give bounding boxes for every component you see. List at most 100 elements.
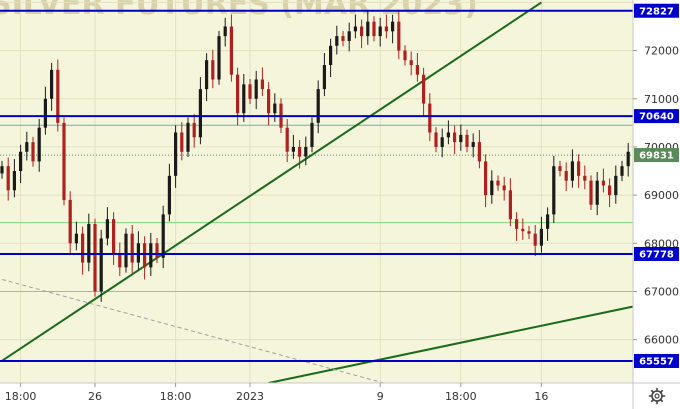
candle-body xyxy=(99,238,103,292)
candle-body xyxy=(192,122,196,138)
candle-body xyxy=(521,228,525,232)
level-label: 72827 xyxy=(639,6,674,17)
candle-body xyxy=(93,224,97,292)
candle-body xyxy=(248,84,252,99)
candle-body xyxy=(174,132,178,176)
candle-body xyxy=(242,84,246,114)
candle-body xyxy=(62,122,66,200)
candle-body xyxy=(477,142,481,162)
level-lines xyxy=(0,9,633,362)
candle-body xyxy=(608,185,612,196)
dashed-trendline xyxy=(1,278,393,386)
candle-body xyxy=(37,127,41,162)
candle-body xyxy=(43,98,47,128)
y-tick-label: 66000 xyxy=(644,334,679,347)
candle-body xyxy=(304,146,308,157)
trendline xyxy=(1,1,542,362)
level-label-bg xyxy=(634,353,679,368)
level-label: 70640 xyxy=(639,112,674,123)
candle-body xyxy=(403,50,407,61)
level-label-bg xyxy=(634,109,679,124)
candle-body xyxy=(341,36,345,41)
candle-body xyxy=(12,171,16,191)
candle-body xyxy=(74,233,78,244)
candle-body xyxy=(211,60,215,80)
candle-body xyxy=(124,233,128,268)
y-tick-label: 67000 xyxy=(644,285,679,298)
candle-body xyxy=(372,21,376,37)
level-labels: 72827 70640 67778 65557 69831 xyxy=(634,3,679,368)
candle-body xyxy=(378,26,382,37)
candle-body xyxy=(502,185,506,191)
candle-body xyxy=(508,190,512,220)
candle-body xyxy=(155,243,159,258)
level-label: 65557 xyxy=(639,357,674,368)
candle-body xyxy=(552,166,556,215)
candle-body xyxy=(31,142,35,162)
candle-body xyxy=(428,103,432,133)
candle-body xyxy=(223,26,227,37)
candle-body xyxy=(87,224,91,263)
level-label-bg xyxy=(634,3,679,18)
x-tick-label: 16 xyxy=(534,390,548,403)
candle-body xyxy=(0,166,4,174)
candle-body xyxy=(533,233,537,246)
x-tick-label: 18:00 xyxy=(5,390,37,403)
candle-body xyxy=(260,79,264,90)
candle-body xyxy=(446,132,450,138)
plot-area xyxy=(0,0,633,383)
candle-body xyxy=(229,26,233,75)
candle-body xyxy=(360,26,364,37)
candle-body xyxy=(391,21,395,32)
candle-body xyxy=(316,89,320,123)
candle-body xyxy=(291,146,295,152)
candle-body xyxy=(539,228,543,246)
candle-body xyxy=(105,219,109,239)
candle-body xyxy=(527,231,531,234)
candle-body xyxy=(25,142,29,152)
candle-body xyxy=(118,252,122,268)
candle-body xyxy=(577,161,581,176)
last-price-label-bg xyxy=(634,148,679,163)
candle-body xyxy=(515,219,519,229)
candles xyxy=(0,11,643,302)
candle-body xyxy=(19,151,23,172)
candle-body xyxy=(496,180,500,186)
candle-body xyxy=(484,161,488,196)
candle-body xyxy=(236,74,240,114)
y-tick-label: 71000 xyxy=(644,93,679,106)
candle-body xyxy=(546,214,550,229)
candle-body xyxy=(149,243,153,268)
candle-body xyxy=(50,69,54,99)
candle-body xyxy=(558,166,562,172)
candle-body xyxy=(465,134,469,147)
candle-body xyxy=(180,132,184,152)
candle-body xyxy=(285,127,289,152)
x-axis-panel[interactable] xyxy=(0,383,633,409)
y-tick-label: 72000 xyxy=(644,45,679,58)
x-tick-label: 2023 xyxy=(236,390,264,403)
candle-body xyxy=(415,65,419,75)
candle-body xyxy=(366,21,370,37)
candle-body xyxy=(68,199,72,244)
candle-body xyxy=(310,122,314,147)
x-tick-label: 18:00 xyxy=(445,390,477,403)
y-tick-label: 69000 xyxy=(644,189,679,202)
gear-icon[interactable] xyxy=(648,387,666,405)
candle-body xyxy=(453,132,457,143)
candle-body xyxy=(267,89,271,114)
x-tick-label: 18:00 xyxy=(160,390,192,403)
candle-body xyxy=(471,142,475,147)
trendlines xyxy=(1,1,641,386)
candle-body xyxy=(186,122,190,152)
candle-body xyxy=(409,60,413,66)
candle-body xyxy=(601,180,605,186)
x-tick-label: 26 xyxy=(88,390,102,403)
y-axis-panel[interactable] xyxy=(633,0,680,409)
candle-body xyxy=(422,74,426,104)
candle-body xyxy=(620,166,624,176)
candle-body xyxy=(81,233,85,263)
candle-body xyxy=(329,45,333,66)
